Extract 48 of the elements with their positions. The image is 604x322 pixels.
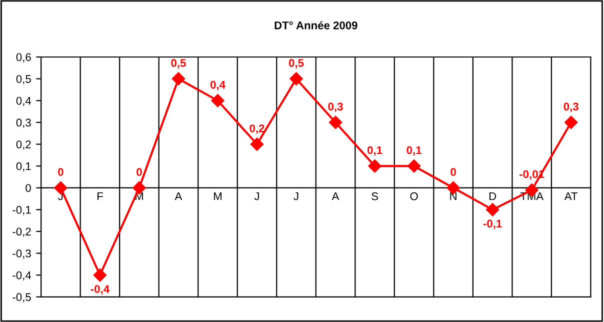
y-tick-label: -0,3	[12, 250, 31, 259]
data-label: 0	[136, 168, 142, 176]
y-tick-label: 0,3	[16, 118, 31, 128]
point	[328, 116, 342, 130]
data-label: 0,4	[210, 80, 226, 90]
x-tick-label: N	[450, 192, 456, 200]
data-label: 0,5	[288, 59, 304, 68]
point	[368, 159, 382, 173]
x-tick-label: A	[332, 192, 340, 200]
data-label: 0,3	[564, 102, 578, 112]
point	[250, 138, 264, 151]
y-tick-label: 0,1	[16, 162, 31, 172]
x-tick-label: J	[294, 192, 298, 200]
x-tick-label: J	[254, 192, 259, 200]
data-label: 0,1	[368, 146, 382, 156]
point	[54, 181, 68, 194]
x-tick-label: F	[97, 192, 103, 200]
data-label: 0,3	[328, 102, 343, 112]
x-tick-label: S	[372, 192, 378, 200]
point	[564, 116, 578, 130]
point	[290, 72, 303, 86]
x-tick-label: O	[410, 192, 418, 200]
y-tick-label: 0,5	[16, 75, 31, 84]
x-tick-label: D	[489, 192, 496, 200]
y-tick-label: -0,1	[12, 206, 31, 216]
chart-title: DT° Année 2009	[274, 21, 358, 30]
x-tick-label: A	[174, 192, 182, 200]
data-label: 0	[450, 168, 456, 176]
point	[93, 268, 107, 282]
x-tick-label: AT	[564, 192, 578, 200]
data-label: 0,1	[406, 146, 422, 156]
y-tick-label: 0,2	[16, 140, 31, 150]
data-label: 0,5	[171, 59, 186, 68]
x-tick-label: M	[214, 192, 222, 200]
point	[211, 94, 224, 108]
point	[172, 72, 186, 86]
y-tick-label: 0	[26, 184, 31, 192]
point	[486, 203, 500, 216]
y-tick-label: -0,5	[12, 293, 31, 302]
data-label: -0,1	[483, 220, 502, 230]
data-label: -0,4	[90, 285, 110, 295]
y-tick-label: -0,2	[12, 228, 31, 237]
y-tick-label: -0,4	[12, 271, 32, 281]
data-label: 0,2	[250, 124, 264, 134]
data-label: 0	[58, 168, 64, 176]
y-tick-label: 0,4	[16, 96, 32, 106]
point	[407, 159, 421, 173]
y-tick-label: 0,6	[16, 53, 31, 62]
